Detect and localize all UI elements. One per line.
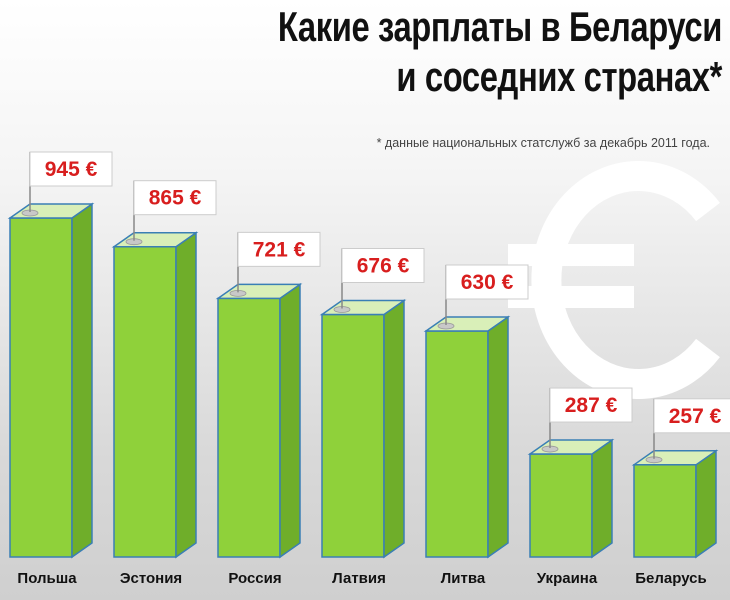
- value-label: 287 €: [565, 394, 618, 417]
- bar-side: [695, 449, 717, 559]
- category-label: Литва: [441, 570, 486, 587]
- value-label-box: [653, 398, 730, 434]
- bar-front: [633, 464, 697, 558]
- euro-arc: [531, 161, 720, 399]
- euro-symbol-icon: [508, 161, 720, 399]
- bar: 287 € Украина: [527, 387, 633, 587]
- bar: 945 € Польша: [7, 151, 113, 587]
- bar-side: [383, 299, 405, 559]
- bar: 257 € Беларусь: [631, 398, 730, 587]
- value-label: 721 €: [253, 238, 306, 261]
- bar: 721 € Россия: [215, 231, 321, 587]
- bar-front: [9, 217, 73, 558]
- category-label: Украина: [537, 570, 598, 587]
- value-label-box: [549, 387, 633, 423]
- bar: 676 € Латвия: [319, 247, 425, 587]
- euro-bar-lower: [508, 286, 634, 308]
- value-label: 676 €: [357, 254, 410, 277]
- chart-title-line-2: и соседних странах*: [396, 53, 722, 100]
- bar-side: [591, 438, 613, 559]
- value-label-box: [341, 247, 425, 283]
- value-label: 865 €: [149, 187, 202, 210]
- chart-footnote: * данные национальных статслужб за декаб…: [376, 136, 710, 150]
- value-label: 257 €: [669, 405, 722, 428]
- value-label: 945 €: [45, 158, 98, 181]
- category-label: Россия: [228, 570, 281, 587]
- category-label: Эстония: [120, 570, 182, 587]
- value-label-box: [445, 264, 529, 300]
- chart-title: Какие зарплаты в Беларуси и соседних стр…: [159, 2, 723, 102]
- bar-front: [529, 453, 593, 558]
- bar-side: [71, 202, 93, 559]
- bar-front: [425, 330, 489, 558]
- category-label: Польша: [17, 570, 77, 587]
- bar-side: [175, 231, 197, 559]
- category-label: Беларусь: [635, 570, 707, 587]
- bar-front: [321, 313, 385, 558]
- value-label-box: [133, 180, 217, 216]
- bar: 630 € Литва: [423, 264, 529, 587]
- bar-front: [113, 245, 177, 558]
- value-label: 630 €: [461, 271, 514, 294]
- category-label: Латвия: [332, 570, 386, 587]
- bar: 865 € Эстония: [111, 180, 217, 587]
- bar-front: [217, 297, 281, 558]
- chart-title-line-1: Какие зарплаты в Беларуси: [277, 3, 723, 50]
- bar-side: [487, 315, 509, 559]
- value-label-box: [29, 151, 113, 187]
- euro-bar-upper: [508, 244, 634, 266]
- bar-side: [279, 282, 301, 559]
- value-label-box: [237, 231, 321, 267]
